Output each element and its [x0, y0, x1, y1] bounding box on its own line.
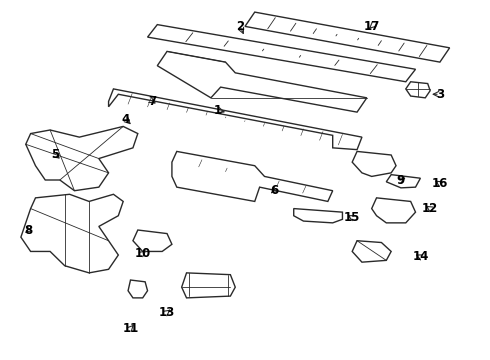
Text: 6: 6 [270, 184, 278, 197]
Text: 7: 7 [148, 95, 156, 108]
Text: 14: 14 [412, 250, 429, 263]
Text: 4: 4 [122, 113, 130, 126]
Text: 10: 10 [135, 247, 151, 260]
Text: 17: 17 [364, 20, 380, 33]
Text: 2: 2 [236, 20, 244, 33]
Text: 5: 5 [51, 148, 59, 162]
Text: 13: 13 [159, 306, 175, 319]
Text: 16: 16 [432, 177, 448, 190]
Text: 1: 1 [214, 104, 222, 117]
Text: 12: 12 [422, 202, 438, 215]
Text: 15: 15 [344, 211, 360, 224]
Text: 3: 3 [436, 88, 444, 101]
Text: 9: 9 [397, 174, 405, 186]
Text: 11: 11 [122, 322, 139, 335]
Text: 8: 8 [24, 224, 32, 237]
